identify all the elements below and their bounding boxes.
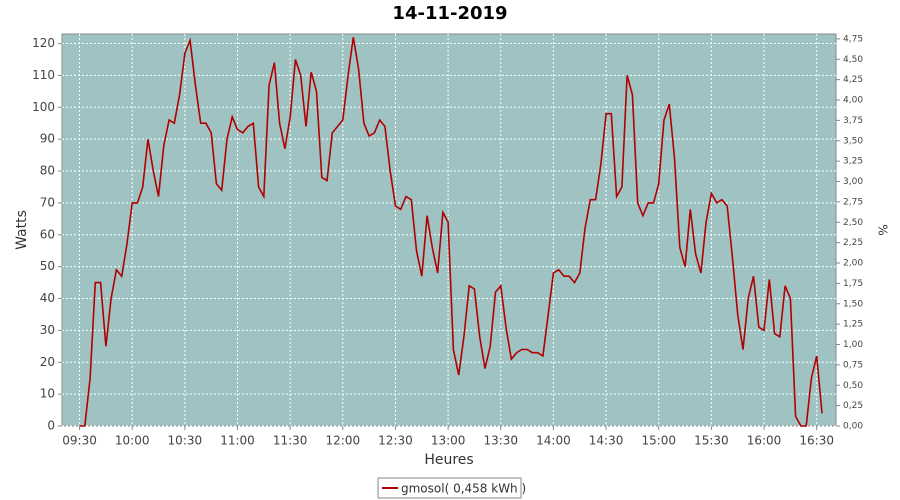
x-tick-label: 15:00 xyxy=(641,434,676,448)
y2-tick-label: 0,00 xyxy=(843,422,863,432)
x-tick-label: 12:00 xyxy=(326,434,361,448)
x-tick-label: 12:30 xyxy=(378,434,413,448)
y-tick-label: 120 xyxy=(32,36,55,50)
x-tick-label: 16:00 xyxy=(747,434,782,448)
y2-tick-label: 2,00 xyxy=(843,259,863,269)
x-tick-label: 13:00 xyxy=(431,434,466,448)
y-tick-label: 0 xyxy=(47,419,55,433)
x-tick-label: 09:30 xyxy=(62,434,97,448)
x-tick-label: 16:30 xyxy=(799,434,834,448)
y2-tick-label: 1,00 xyxy=(843,340,863,350)
y2-tick-label: 4,25 xyxy=(843,75,863,85)
y2-tick-label: 4,00 xyxy=(843,96,863,106)
y2-axis-label: % xyxy=(876,224,890,235)
y-tick-label: 40 xyxy=(40,291,55,305)
y-tick-label: 50 xyxy=(40,259,55,273)
y-tick-label: 20 xyxy=(40,355,55,369)
data-line xyxy=(79,37,823,427)
y2-tick-label: 4,75 xyxy=(843,34,863,44)
legend-box xyxy=(377,477,522,499)
y2-tick-label: 3,50 xyxy=(843,136,863,146)
y2-tick-label: 3,25 xyxy=(843,157,863,167)
y2-tick-label: 2,50 xyxy=(843,218,863,228)
x-tick-label: 10:30 xyxy=(168,434,203,448)
y2-tick-label: 1,25 xyxy=(843,320,863,330)
y2-tick-label: 0,25 xyxy=(843,401,863,411)
chart-title: 14-11-2019 xyxy=(392,3,507,24)
y-axis-label: Watts xyxy=(14,210,30,250)
x-tick-label: 15:30 xyxy=(694,434,729,448)
y2-tick-label: 2,25 xyxy=(843,238,863,248)
x-tick-label: 10:00 xyxy=(115,434,150,448)
y2-tick-label: 2,75 xyxy=(843,197,863,207)
x-tick-label: 11:30 xyxy=(273,434,308,448)
y2-tick-label: 3,00 xyxy=(843,177,863,187)
y-tick-label: 80 xyxy=(40,164,55,178)
y2-tick-label: 1,75 xyxy=(843,279,863,289)
y-tick-label: 60 xyxy=(40,227,55,241)
x-tick-label: 14:30 xyxy=(589,434,624,448)
y2-tick-label: 1,50 xyxy=(843,299,863,309)
y2-tick-label: 3,75 xyxy=(843,116,863,126)
y-tick-label: 100 xyxy=(32,100,55,114)
y2-tick-label: 0,75 xyxy=(843,360,863,370)
x-axis-label: Heures xyxy=(424,452,473,468)
y-tick-label: 90 xyxy=(40,132,55,146)
legend-label: gmosol( 0,458 kWh ) xyxy=(401,482,526,496)
y-tick-label: 70 xyxy=(40,195,55,209)
y-tick-label: 30 xyxy=(40,323,55,337)
y2-tick-label: 4,50 xyxy=(843,55,863,65)
x-tick-label: 11:00 xyxy=(220,434,255,448)
y2-tick-label: 0,50 xyxy=(843,381,863,391)
x-tick-label: 14:00 xyxy=(536,434,571,448)
y-tick-label: 10 xyxy=(40,387,55,401)
x-tick-label: 13:30 xyxy=(483,434,518,448)
y-tick-label: 110 xyxy=(32,68,55,82)
